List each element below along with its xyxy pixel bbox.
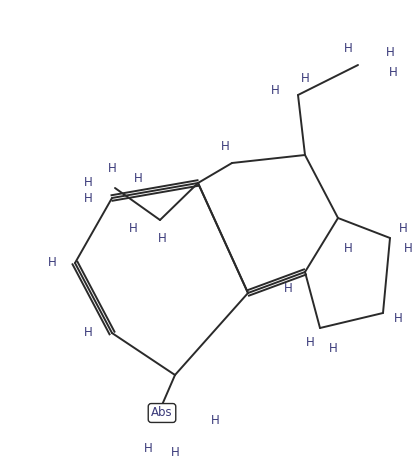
Text: H: H — [108, 162, 116, 175]
Text: H: H — [328, 342, 337, 355]
Text: H: H — [210, 413, 219, 426]
Text: H: H — [284, 282, 292, 294]
Text: H: H — [270, 83, 279, 96]
Text: Abs: Abs — [151, 407, 173, 419]
Text: H: H — [394, 312, 402, 325]
Text: H: H — [344, 242, 352, 255]
Text: H: H — [386, 46, 394, 60]
Text: H: H — [134, 171, 142, 184]
Text: H: H — [47, 257, 56, 269]
Text: H: H — [171, 446, 179, 459]
Text: H: H — [84, 326, 92, 339]
Text: H: H — [220, 140, 229, 154]
Text: H: H — [129, 221, 137, 234]
Text: H: H — [306, 337, 315, 350]
Text: H: H — [301, 71, 310, 85]
Text: H: H — [399, 221, 407, 234]
Text: H: H — [404, 242, 412, 255]
Text: H: H — [84, 176, 92, 189]
Text: H: H — [344, 42, 352, 55]
Text: H: H — [388, 67, 397, 80]
Text: H: H — [84, 192, 92, 205]
Text: H: H — [144, 442, 152, 455]
Text: H: H — [158, 232, 166, 244]
